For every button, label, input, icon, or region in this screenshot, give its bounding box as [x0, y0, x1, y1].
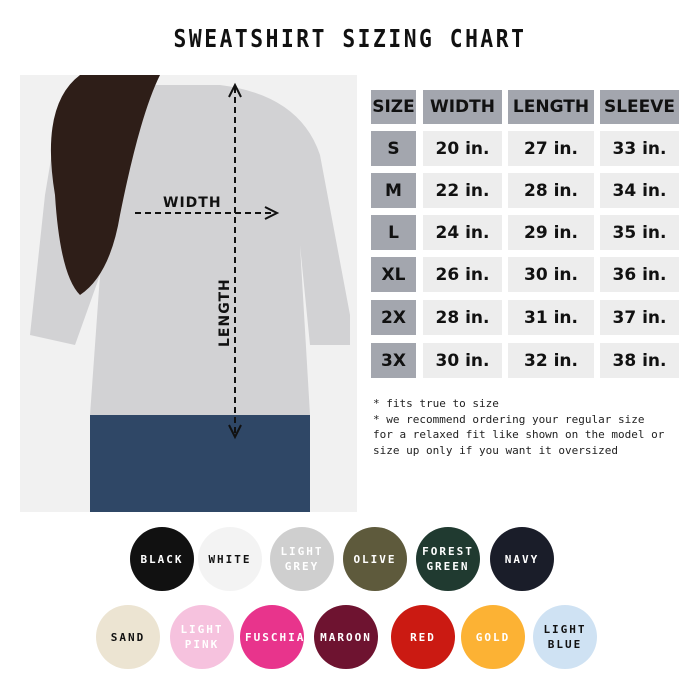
- measurement-cell: 29 in.: [508, 215, 594, 250]
- color-name: BLACK: [140, 552, 184, 566]
- measurement-cell: 22 in.: [423, 173, 502, 208]
- measurement-cell: 30 in.: [508, 257, 594, 292]
- size-cell: 2X: [371, 300, 416, 335]
- color-name: LIGHT BLUE: [543, 623, 587, 651]
- measurement-cell: 20 in.: [423, 131, 502, 166]
- color-swatch[interactable]: LIGHT GREY: [270, 527, 334, 591]
- measurement-cell: 28 in.: [423, 300, 502, 335]
- color-name: RED: [410, 630, 436, 644]
- measurement-cell: 24 in.: [423, 215, 502, 250]
- measurement-cell: 35 in.: [600, 215, 679, 250]
- column-header: SLEEVE: [600, 90, 679, 124]
- measurement-cell: 34 in.: [600, 173, 679, 208]
- sweatshirt-illustration: [30, 75, 350, 512]
- note: size up only if you want it oversized: [373, 443, 619, 457]
- width-label: WIDTH: [163, 195, 222, 211]
- column-header: SIZE: [371, 90, 416, 124]
- measurement-cell: 33 in.: [600, 131, 679, 166]
- length-label: LENGTH: [217, 278, 233, 347]
- color-swatch[interactable]: LIGHT PINK: [170, 605, 234, 669]
- measurement-cell: 27 in.: [508, 131, 594, 166]
- measurement-cell: 31 in.: [508, 300, 594, 335]
- note: * we recommend ordering your regular siz…: [373, 412, 645, 426]
- color-swatch[interactable]: RED: [391, 605, 455, 669]
- color-name: SAND: [110, 630, 146, 644]
- color-swatch[interactable]: NAVY: [490, 527, 554, 591]
- color-name: FOREST GREEN: [422, 545, 474, 573]
- size-cell: M: [371, 173, 416, 208]
- color-name: OLIVE: [353, 552, 397, 566]
- size-cell: 3X: [371, 343, 416, 378]
- color-swatch[interactable]: SAND: [96, 605, 160, 669]
- color-swatch[interactable]: FOREST GREEN: [416, 527, 480, 591]
- column-header: LENGTH: [508, 90, 594, 124]
- color-name: MAROON: [320, 630, 372, 644]
- color-name: WHITE: [208, 552, 252, 566]
- measurement-cell: 36 in.: [600, 257, 679, 292]
- size-cell: L: [371, 215, 416, 250]
- fit-notes: * fits true to size * we recommend order…: [373, 396, 664, 458]
- measurement-cell: 30 in.: [423, 343, 502, 378]
- column-header: WIDTH: [423, 90, 502, 124]
- color-name: FUSCHIA: [245, 630, 306, 644]
- color-name: NAVY: [504, 552, 540, 566]
- size-cell: XL: [371, 257, 416, 292]
- measurement-cell: 38 in.: [600, 343, 679, 378]
- color-swatch[interactable]: MAROON: [314, 605, 378, 669]
- color-swatch[interactable]: BLACK: [130, 527, 194, 591]
- color-name: GOLD: [475, 630, 511, 644]
- color-swatch[interactable]: OLIVE: [343, 527, 407, 591]
- color-swatch[interactable]: WHITE: [198, 527, 262, 591]
- measurement-cell: 28 in.: [508, 173, 594, 208]
- color-swatch[interactable]: LIGHT BLUE: [533, 605, 597, 669]
- note: for a relaxed fit like shown on the mode…: [373, 428, 665, 441]
- measurement-cell: 37 in.: [600, 300, 679, 335]
- size-cell: S: [371, 131, 416, 166]
- color-swatch[interactable]: FUSCHIA: [240, 605, 304, 669]
- measurement-cell: 32 in.: [508, 343, 594, 378]
- color-swatch[interactable]: GOLD: [461, 605, 525, 669]
- color-name: LIGHT GREY: [280, 545, 324, 573]
- measurement-cell: 26 in.: [423, 257, 502, 292]
- page-title: SWEATSHIRT SIZING CHART: [173, 24, 527, 53]
- note: * fits true to size: [373, 397, 499, 410]
- model-photo: WIDTH LENGTH: [20, 75, 357, 512]
- color-name: LIGHT PINK: [180, 623, 224, 651]
